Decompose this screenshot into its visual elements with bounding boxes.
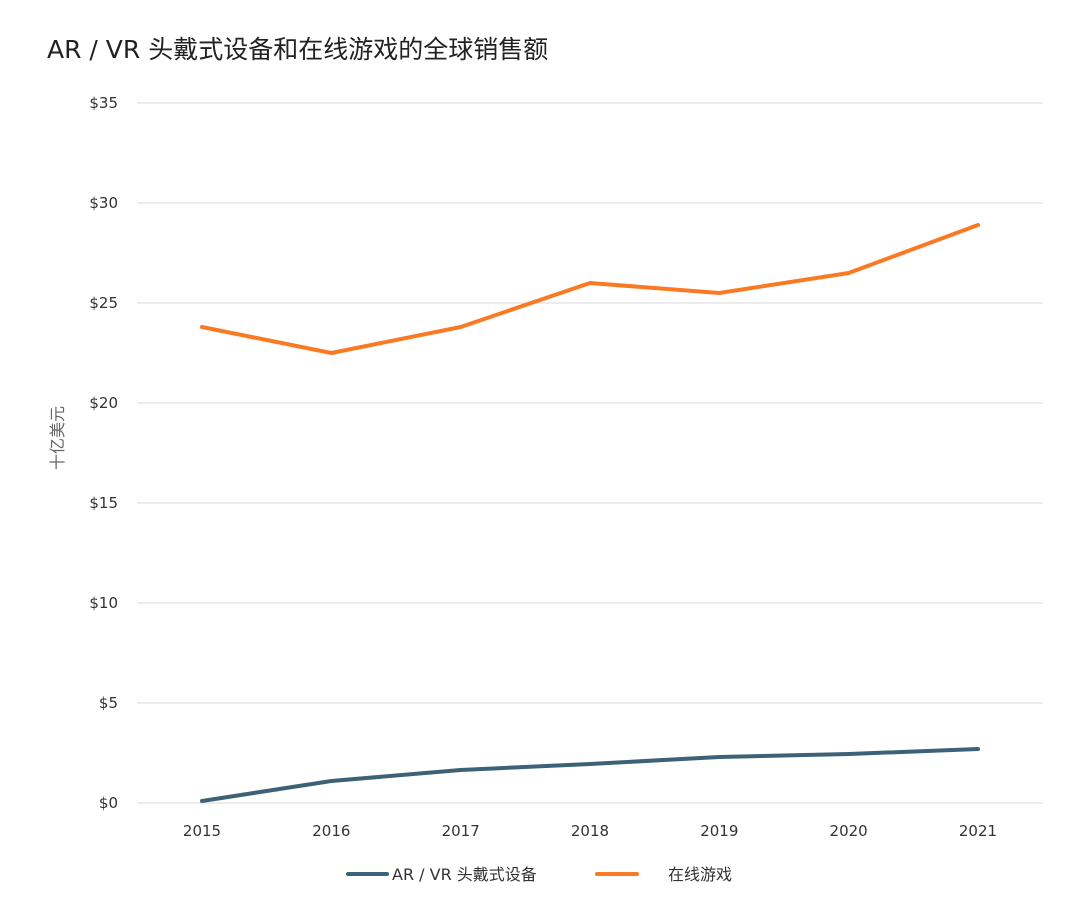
x-tick-label: 2018 [571,822,609,840]
y-tick-label: $35 [89,94,118,112]
y-tick-label: $25 [89,294,118,312]
y-tick-label: $20 [89,394,118,412]
chart-title: AR / VR 头戴式设备和在线游戏的全球销售额 [47,35,549,64]
series-lines [200,223,980,803]
series-line-1 [200,747,980,803]
y-tick-label: $15 [89,494,118,512]
x-tick-label: 2017 [442,822,480,840]
y-tick-label: $5 [99,694,118,712]
legend-label: AR / VR 头戴式设备 [392,865,537,884]
y-tick-label: $10 [89,594,118,612]
legend-label: 在线游戏 [668,865,732,884]
legend: AR / VR 头戴式设备 在线游戏 [346,865,732,884]
x-tick-label: 2015 [183,822,221,840]
x-tick-label: 2020 [830,822,868,840]
series-line-2 [200,223,980,355]
y-tick-label: $30 [89,194,118,212]
x-tick-label: 2021 [959,822,997,840]
x-tick-label: 2016 [312,822,350,840]
y-axis-title: 十亿美元 [48,406,67,470]
y-tick-label: $0 [99,794,118,812]
x-tick-label: 2019 [700,822,738,840]
gridlines [137,102,1043,804]
x-axis-ticks: 2015 2016 2017 2018 2019 2020 2021 [183,822,997,840]
y-axis-ticks: $0 $5 $10 $15 $20 $25 $30 $35 [89,94,118,812]
